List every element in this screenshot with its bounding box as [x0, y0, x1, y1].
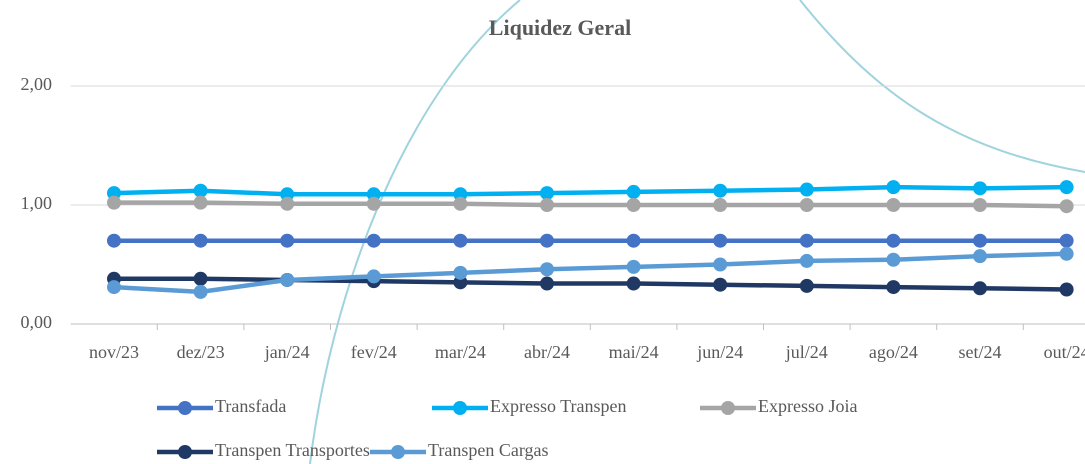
legend-label: Transpen Transportes — [215, 440, 370, 460]
data-point — [713, 184, 727, 198]
y-tick-label: 1,00 — [21, 193, 53, 213]
data-point — [973, 249, 987, 263]
data-point — [627, 260, 641, 274]
data-point — [800, 254, 814, 268]
data-point — [713, 258, 727, 272]
data-point — [973, 198, 987, 212]
data-point — [280, 197, 294, 211]
y-tick-label: 2,00 — [21, 74, 53, 94]
legend-marker — [178, 445, 192, 459]
legend-marker — [453, 401, 467, 415]
legend-label: Expresso Transpen — [490, 396, 627, 416]
data-point — [194, 234, 208, 248]
data-point — [627, 185, 641, 199]
legend-label: Transpen Cargas — [428, 440, 549, 460]
legend-marker — [721, 401, 735, 415]
data-point — [886, 280, 900, 294]
series-line — [114, 187, 1067, 194]
data-point — [453, 234, 467, 248]
x-tick-label: jul/24 — [785, 342, 828, 362]
y-tick-label: 0,00 — [21, 312, 53, 332]
data-point — [800, 198, 814, 212]
decorative-curve — [310, 0, 520, 464]
data-point — [453, 197, 467, 211]
data-point — [367, 269, 381, 283]
data-point — [1060, 282, 1074, 296]
data-point — [973, 181, 987, 195]
data-point — [107, 234, 121, 248]
series-line — [114, 203, 1067, 207]
data-point — [800, 183, 814, 197]
x-tick-label: ago/24 — [869, 342, 918, 362]
data-point — [540, 277, 554, 291]
data-point — [886, 234, 900, 248]
x-tick-label: jun/24 — [696, 342, 743, 362]
data-point — [886, 198, 900, 212]
data-point — [107, 280, 121, 294]
data-point — [1060, 234, 1074, 248]
data-point — [107, 196, 121, 210]
x-tick-label: dez/23 — [177, 342, 225, 362]
data-point — [973, 281, 987, 295]
data-point — [713, 234, 727, 248]
chart-title: Liquidez Geral — [489, 15, 631, 40]
x-tick-label: out/24 — [1044, 342, 1085, 362]
x-tick-label: nov/23 — [89, 342, 139, 362]
data-point — [886, 180, 900, 194]
data-point — [1060, 180, 1074, 194]
x-tick-label: fev/24 — [351, 342, 397, 362]
x-tick-label: mar/24 — [435, 342, 486, 362]
x-tick-label: abr/24 — [524, 342, 570, 362]
data-point — [1060, 247, 1074, 261]
legend-label: Transfada — [215, 396, 286, 416]
data-point — [800, 279, 814, 293]
legend-marker — [391, 445, 405, 459]
legend-marker — [178, 401, 192, 415]
data-point — [713, 278, 727, 292]
data-point — [973, 234, 987, 248]
data-point — [627, 234, 641, 248]
data-point — [280, 273, 294, 287]
data-point — [280, 234, 294, 248]
data-point — [367, 234, 381, 248]
chart: Liquidez Geral 0,00 1,00 2,00 nov/23 dez/23 j… — [0, 0, 1085, 464]
x-tick-label: jan/24 — [264, 342, 310, 362]
data-point — [627, 198, 641, 212]
data-point — [713, 198, 727, 212]
data-point — [540, 234, 554, 248]
data-point — [453, 266, 467, 280]
x-tick-label: mai/24 — [609, 342, 659, 362]
data-point — [1060, 199, 1074, 213]
data-point — [627, 277, 641, 291]
data-point — [540, 198, 554, 212]
data-point — [800, 234, 814, 248]
data-point — [540, 262, 554, 276]
data-point — [367, 197, 381, 211]
data-point — [194, 285, 208, 299]
x-tick-label: set/24 — [959, 342, 1002, 362]
data-point — [194, 272, 208, 286]
data-point — [886, 253, 900, 267]
legend-label: Expresso Joia — [758, 396, 857, 416]
data-point — [194, 196, 208, 210]
